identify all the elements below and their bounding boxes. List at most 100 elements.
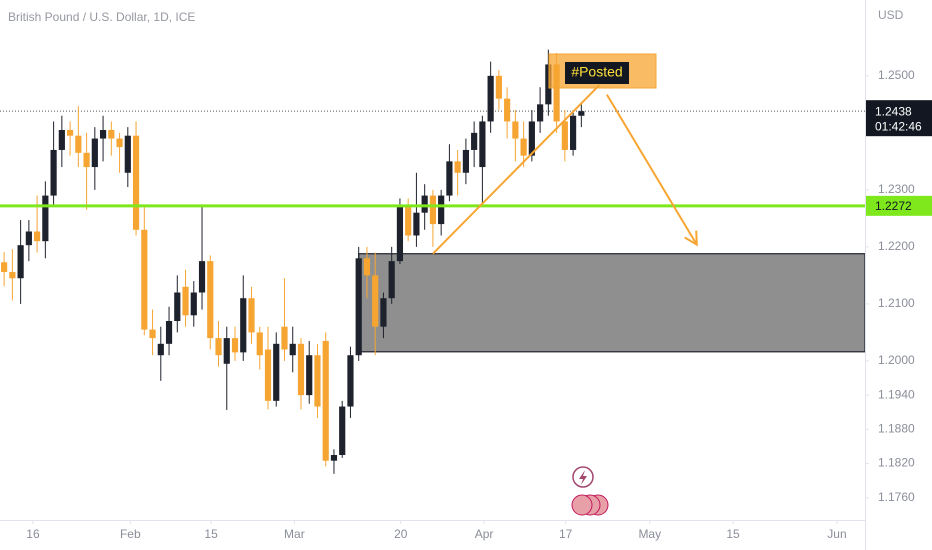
candle-body [405, 206, 412, 236]
candle-body [537, 104, 544, 122]
candle-body [322, 340, 329, 461]
candle-body [99, 130, 107, 139]
candle-body [520, 138, 527, 156]
countdown-label: 01:42:46 [875, 119, 922, 133]
candle-body [372, 275, 379, 327]
candle-body [347, 355, 354, 407]
candle-body [363, 258, 371, 276]
candle-body [446, 161, 453, 196]
candle-body [438, 195, 445, 225]
price-label-bg [866, 100, 932, 137]
candle-body [545, 64, 552, 105]
candle-body [264, 349, 272, 401]
candle-body [413, 212, 420, 236]
x-tick-label: 15 [726, 527, 740, 541]
candle-body [281, 326, 288, 350]
candle-body [512, 121, 519, 139]
y-tick-label: 1.2200 [878, 239, 915, 253]
overlay [0, 84, 865, 255]
candle-body [487, 75, 494, 122]
candle-body [157, 343, 164, 356]
x-tick-label: Feb [120, 527, 141, 541]
candle-body [380, 298, 387, 327]
candle-body [50, 149, 57, 196]
candle-body [91, 138, 98, 168]
candle-body [256, 332, 263, 356]
candle-body [495, 75, 502, 99]
candles [1, 49, 585, 474]
candle-body [83, 152, 90, 168]
level-label-bg [866, 195, 932, 216]
candle-body [306, 355, 313, 396]
candle-body [570, 115, 577, 150]
y-tick-label: 1.1880 [878, 422, 915, 436]
candle-body [339, 406, 346, 455]
y-tick-label: 1.2000 [878, 353, 915, 367]
candle-body [75, 135, 82, 153]
currency-label: USD [878, 8, 904, 22]
candle-body [132, 135, 140, 230]
trend-line [432, 84, 601, 255]
arrow-head [684, 230, 698, 247]
candle-body [314, 355, 321, 407]
x-tick-label: Mar [284, 527, 305, 541]
candle-body [388, 261, 395, 299]
candle-body [42, 195, 49, 242]
candle-body [231, 338, 239, 353]
y-tick-label: 1.1820 [878, 456, 915, 470]
y-tick-label: 1.2500 [878, 68, 915, 82]
candle-body [289, 343, 296, 356]
candle-body [429, 195, 437, 225]
candle-body [9, 271, 16, 279]
candle-body [471, 132, 478, 150]
candle-body [223, 338, 230, 364]
candle-body [578, 111, 585, 116]
candle-body [174, 292, 181, 322]
x-tick-label: Jun [827, 527, 846, 541]
y-tick-label: 1.2300 [878, 182, 915, 196]
candle-body [240, 298, 247, 353]
candle-body [124, 135, 131, 173]
event-icon-bolt [579, 470, 587, 485]
candle-body [504, 98, 511, 122]
candle-body [190, 292, 197, 316]
candle-body [198, 261, 206, 293]
x-tick-label: Apr [475, 527, 494, 541]
level-label: 1.2272 [875, 199, 912, 213]
annotation-label-bg [565, 62, 629, 84]
candle-body [355, 258, 362, 356]
candle-body [215, 338, 222, 356]
candle-body [553, 64, 560, 122]
candle-body [149, 329, 156, 339]
candle-body [165, 321, 173, 344]
candle-body [561, 121, 568, 150]
zone [358, 253, 866, 353]
candle-body [1, 262, 8, 272]
candle-body [25, 231, 32, 246]
candle-body [58, 130, 65, 150]
candle-body [248, 298, 255, 333]
y-tick-label: 1.1760 [878, 490, 915, 504]
underlay [0, 110, 866, 353]
x-tick-label: May [638, 527, 661, 541]
candle-body [141, 229, 148, 330]
annotation-label: #Posted [571, 64, 622, 80]
x-tick-label: 15 [204, 527, 218, 541]
x-tick-label: 16 [26, 527, 40, 541]
y-tick-label: 1.1940 [878, 387, 915, 401]
y-tick-label: 1.2100 [878, 296, 915, 310]
candle-body [116, 138, 123, 148]
chart-title: British Pound / U.S. Dollar, 1D, ICE [8, 10, 195, 24]
candle-body [207, 261, 214, 339]
projection-arrow [606, 94, 698, 246]
candle-body [462, 149, 469, 173]
candle-body [297, 343, 305, 396]
candle-body [17, 245, 24, 279]
axes: 1.2500 1.2300 1.2200 1.2100 1.2000 1.1940 1.18… [26, 68, 932, 541]
candle-body [34, 231, 41, 242]
x-tick-label: 17 [559, 527, 573, 541]
candle-body [182, 286, 189, 316]
candle-body [273, 343, 280, 401]
candle-body [66, 130, 74, 136]
news-icon[interactable] [571, 494, 593, 516]
